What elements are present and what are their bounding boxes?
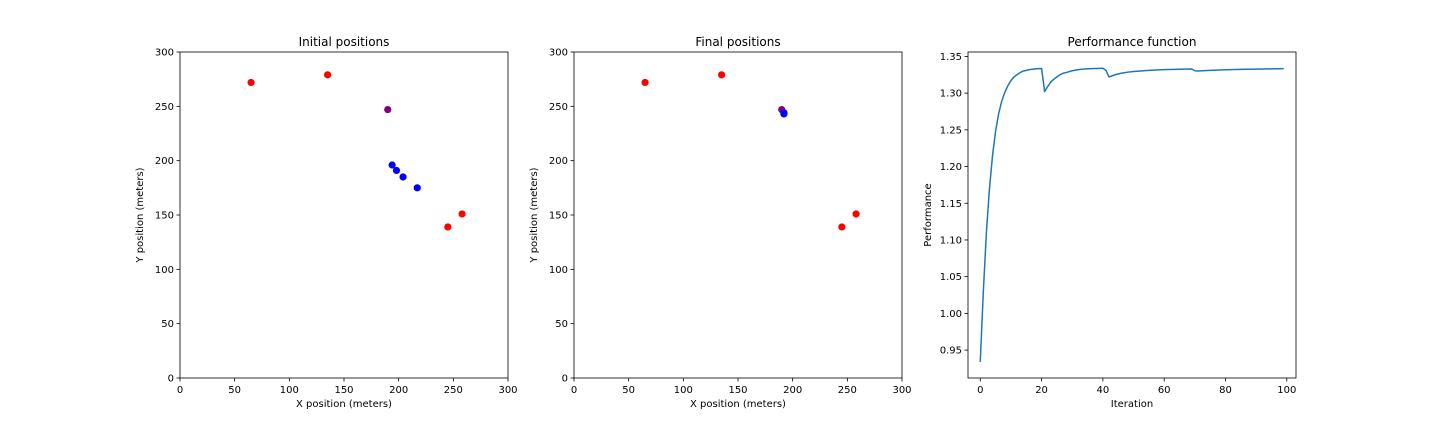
data-point xyxy=(838,223,846,231)
x-tick-label: 50 xyxy=(228,385,241,396)
x-tick-label: 250 xyxy=(444,385,463,396)
x-tick-label: 250 xyxy=(838,385,857,396)
x-tick-label: 200 xyxy=(783,385,802,396)
data-point xyxy=(324,71,332,79)
y-tick-label: 1.15 xyxy=(940,199,962,210)
x-tick-label: 300 xyxy=(498,385,517,396)
data-point xyxy=(852,210,860,218)
x-axis-label: X position (meters) xyxy=(296,399,392,410)
y-tick-label: 1.20 xyxy=(940,162,962,173)
data-point xyxy=(641,78,649,87)
data-point xyxy=(247,78,255,87)
y-tick-label: 1.30 xyxy=(940,89,962,100)
panel-title: Performance function xyxy=(1068,35,1197,49)
y-tick-label: 1.10 xyxy=(940,235,962,246)
x-tick-label: 80 xyxy=(1219,385,1232,396)
data-point xyxy=(413,184,421,192)
data-point xyxy=(444,223,452,231)
y-tick-label: 0 xyxy=(562,374,568,385)
y-tick-label: 300 xyxy=(155,48,174,59)
x-axis-label: Iteration xyxy=(1111,399,1153,410)
x-tick-label: 100 xyxy=(280,385,299,396)
y-tick-label: 100 xyxy=(549,265,568,276)
performance-function-panel: Performance function Iteration Performan… xyxy=(923,35,1297,410)
axes-frame xyxy=(967,51,1297,379)
x-tick-label: 0 xyxy=(177,385,183,396)
y-tick-label: 1.05 xyxy=(940,272,962,283)
y-tick-label: 1.00 xyxy=(940,309,962,320)
y-tick-label: 150 xyxy=(155,211,174,222)
x-tick-label: 200 xyxy=(389,385,408,396)
x-tick-label: 0 xyxy=(977,385,983,396)
data-point xyxy=(399,173,407,181)
x-axis-label: X position (meters) xyxy=(690,399,786,410)
x-tick-label: 150 xyxy=(334,385,353,396)
panel-title: Initial positions xyxy=(299,35,390,49)
y-axis-label: Y position (meters) xyxy=(135,167,146,263)
y-tick-label: 50 xyxy=(555,319,568,330)
series-line xyxy=(979,67,1284,362)
data-point xyxy=(388,161,396,169)
x-tick-label: 100 xyxy=(674,385,693,396)
x-tick-label: 0 xyxy=(571,385,577,396)
x-tick-label: 40 xyxy=(1097,385,1110,396)
y-axis-label: Performance xyxy=(923,183,934,246)
y-tick-label: 50 xyxy=(161,319,174,330)
final-positions-panel: Final positions X position (meters) Y po… xyxy=(529,35,912,410)
data-point xyxy=(384,105,392,114)
x-tick-label: 20 xyxy=(1035,385,1048,396)
y-tick-label: 100 xyxy=(155,265,174,276)
x-tick-label: 100 xyxy=(1277,385,1296,396)
y-axis-label: Y position (meters) xyxy=(529,167,540,263)
y-tick-label: 0.95 xyxy=(940,346,962,357)
y-tick-label: 1.25 xyxy=(940,125,962,136)
panel-title: Final positions xyxy=(695,35,780,49)
y-tick-label: 0 xyxy=(168,374,174,385)
data-point xyxy=(458,210,466,218)
data-point xyxy=(718,71,726,79)
y-tick-label: 150 xyxy=(549,211,568,222)
y-tick-label: 250 xyxy=(155,102,174,113)
x-tick-label: 150 xyxy=(728,385,747,396)
x-tick-label: 60 xyxy=(1158,385,1171,396)
y-tick-label: 200 xyxy=(155,156,174,167)
data-point xyxy=(392,166,401,175)
data-point xyxy=(780,110,788,118)
y-tick-label: 1.35 xyxy=(940,52,962,63)
initial-positions-panel: Initial positions X position (meters) Y … xyxy=(135,35,518,410)
y-tick-label: 250 xyxy=(549,102,568,113)
x-tick-label: 300 xyxy=(892,385,911,396)
x-tick-label: 50 xyxy=(622,385,635,396)
y-tick-label: 200 xyxy=(549,156,568,167)
y-tick-label: 300 xyxy=(549,48,568,59)
